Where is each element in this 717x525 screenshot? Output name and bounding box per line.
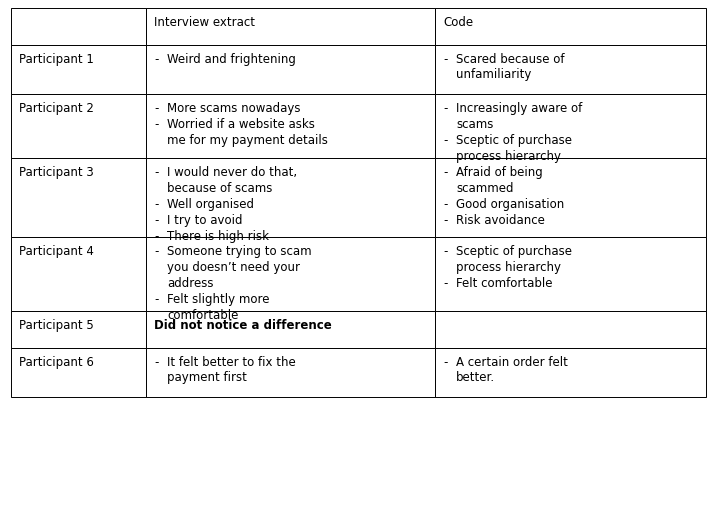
Text: It felt better to fix the: It felt better to fix the	[167, 355, 296, 369]
Text: Well organised: Well organised	[167, 198, 255, 211]
Text: Participant 2: Participant 2	[19, 102, 94, 116]
Text: -: -	[154, 52, 158, 66]
Text: you doesn’t need your: you doesn’t need your	[167, 261, 300, 274]
Bar	[146, 348, 435, 397]
Text: -: -	[443, 134, 447, 148]
Text: payment first: payment first	[167, 372, 247, 384]
Text: -: -	[443, 198, 447, 211]
Bar	[11, 348, 146, 397]
Bar	[11, 311, 146, 348]
Text: process hierarchy: process hierarchy	[456, 150, 561, 163]
Text: -: -	[443, 245, 447, 258]
Text: -: -	[154, 355, 158, 369]
Text: Worried if a website asks: Worried if a website asks	[167, 118, 315, 131]
Text: There is high risk: There is high risk	[167, 230, 270, 243]
Text: Participant 5: Participant 5	[19, 319, 93, 332]
Text: unfamiliarity: unfamiliarity	[456, 68, 531, 81]
Bar	[11, 158, 146, 237]
Text: scams: scams	[456, 118, 493, 131]
Bar	[146, 94, 435, 158]
Text: Scared because of: Scared because of	[456, 52, 564, 66]
Bar	[435, 94, 706, 158]
Text: Participant 3: Participant 3	[19, 166, 93, 179]
Bar	[146, 311, 435, 348]
Text: Participant 6: Participant 6	[19, 355, 94, 369]
Text: Code: Code	[443, 16, 473, 29]
Text: Participant 4: Participant 4	[19, 245, 94, 258]
Text: Risk avoidance: Risk avoidance	[456, 214, 545, 227]
Text: address: address	[167, 277, 214, 290]
Text: -: -	[154, 198, 158, 211]
Text: -: -	[443, 102, 447, 116]
Bar	[146, 45, 435, 94]
Bar	[435, 311, 706, 348]
Bar	[435, 348, 706, 397]
Text: scammed: scammed	[456, 182, 513, 195]
Text: -: -	[154, 166, 158, 179]
Text: Felt slightly more: Felt slightly more	[167, 293, 270, 306]
Bar	[11, 8, 146, 45]
Text: Participant 1: Participant 1	[19, 52, 94, 66]
Text: Afraid of being: Afraid of being	[456, 166, 543, 179]
Text: -: -	[154, 118, 158, 131]
Text: -: -	[154, 230, 158, 243]
Text: I would never do that,: I would never do that,	[167, 166, 298, 179]
Text: -: -	[154, 102, 158, 116]
Bar	[11, 94, 146, 158]
Text: -: -	[443, 166, 447, 179]
Text: Weird and frightening: Weird and frightening	[167, 52, 296, 66]
Text: Sceptic of purchase: Sceptic of purchase	[456, 134, 572, 148]
Text: More scams nowadays: More scams nowadays	[167, 102, 301, 116]
Text: because of scams: because of scams	[167, 182, 272, 195]
Text: Felt comfortable: Felt comfortable	[456, 277, 553, 290]
Text: -: -	[154, 293, 158, 306]
Text: -: -	[154, 214, 158, 227]
Bar	[435, 158, 706, 237]
Bar	[435, 8, 706, 45]
Text: Good organisation: Good organisation	[456, 198, 564, 211]
Text: -: -	[154, 245, 158, 258]
Bar	[435, 45, 706, 94]
Text: Someone trying to scam: Someone trying to scam	[167, 245, 312, 258]
Text: me for my payment details: me for my payment details	[167, 134, 328, 148]
Text: -: -	[443, 214, 447, 227]
Text: A certain order felt: A certain order felt	[456, 355, 568, 369]
Bar	[11, 45, 146, 94]
Bar	[11, 237, 146, 311]
Text: Increasingly aware of: Increasingly aware of	[456, 102, 582, 116]
Text: process hierarchy: process hierarchy	[456, 261, 561, 274]
Bar	[146, 158, 435, 237]
Bar	[146, 237, 435, 311]
Text: -: -	[443, 52, 447, 66]
Text: Did not notice a difference: Did not notice a difference	[154, 319, 332, 332]
Text: comfortable: comfortable	[167, 309, 239, 322]
Text: -: -	[443, 277, 447, 290]
Text: -: -	[443, 355, 447, 369]
Bar	[146, 8, 435, 45]
Text: I try to avoid: I try to avoid	[167, 214, 243, 227]
Text: better.: better.	[456, 372, 495, 384]
Text: Sceptic of purchase: Sceptic of purchase	[456, 245, 572, 258]
Bar	[435, 237, 706, 311]
Text: Interview extract: Interview extract	[154, 16, 255, 29]
